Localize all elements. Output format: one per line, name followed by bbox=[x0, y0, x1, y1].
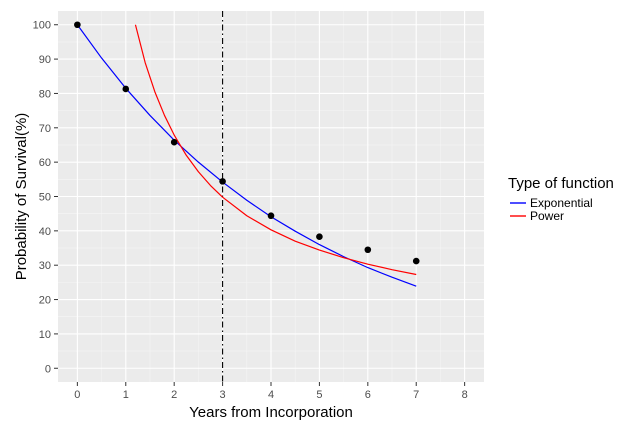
data-point bbox=[412, 257, 420, 265]
y-tick-label: 100 bbox=[33, 20, 51, 32]
y-tick-label: 90 bbox=[39, 54, 51, 66]
x-tick-label: 5 bbox=[316, 389, 322, 401]
data-point bbox=[364, 246, 372, 254]
x-tick-label: 4 bbox=[268, 389, 274, 401]
y-tick-label: 70 bbox=[39, 123, 51, 135]
x-axis-ticks: 0 1 2 3 4 5 6 7 8 bbox=[74, 382, 468, 401]
y-tick-label: 10 bbox=[39, 329, 51, 341]
y-axis-title: Probability of Survival(%) bbox=[13, 113, 30, 281]
x-tick-label: 7 bbox=[413, 389, 419, 401]
data-point bbox=[316, 233, 323, 240]
data-point bbox=[219, 178, 226, 185]
points-layer bbox=[74, 21, 420, 265]
y-tick-label: 0 bbox=[45, 363, 51, 375]
y-tick-label: 80 bbox=[39, 88, 51, 100]
legend-label-power: Power bbox=[530, 209, 564, 223]
series-line-exponential bbox=[76, 24, 417, 287]
legend-label-exponential: Exponential bbox=[530, 196, 593, 210]
x-tick-label: 2 bbox=[171, 389, 177, 401]
x-tick-label: 8 bbox=[462, 389, 468, 401]
data-point bbox=[267, 212, 275, 220]
y-tick-label: 40 bbox=[39, 226, 51, 238]
y-tick-label: 20 bbox=[39, 295, 51, 307]
data-point bbox=[74, 21, 81, 29]
series-line-power bbox=[134, 24, 417, 276]
x-tick-label: 0 bbox=[74, 389, 80, 401]
series-layer bbox=[76, 24, 417, 287]
x-tick-label: 3 bbox=[220, 389, 226, 401]
data-point bbox=[122, 85, 130, 93]
y-tick-label: 50 bbox=[39, 192, 51, 204]
y-tick-label: 60 bbox=[39, 157, 51, 169]
y-axis-ticks: 0 10 20 30 40 50 60 70 80 90 100 bbox=[33, 20, 58, 375]
x-tick-label: 1 bbox=[123, 389, 129, 401]
data-point bbox=[170, 138, 178, 146]
y-tick-label: 30 bbox=[39, 260, 51, 272]
legend-title: Type of function bbox=[508, 175, 614, 192]
x-tick-label: 6 bbox=[365, 389, 371, 401]
x-axis-title: Years from Incorporation bbox=[189, 404, 353, 421]
